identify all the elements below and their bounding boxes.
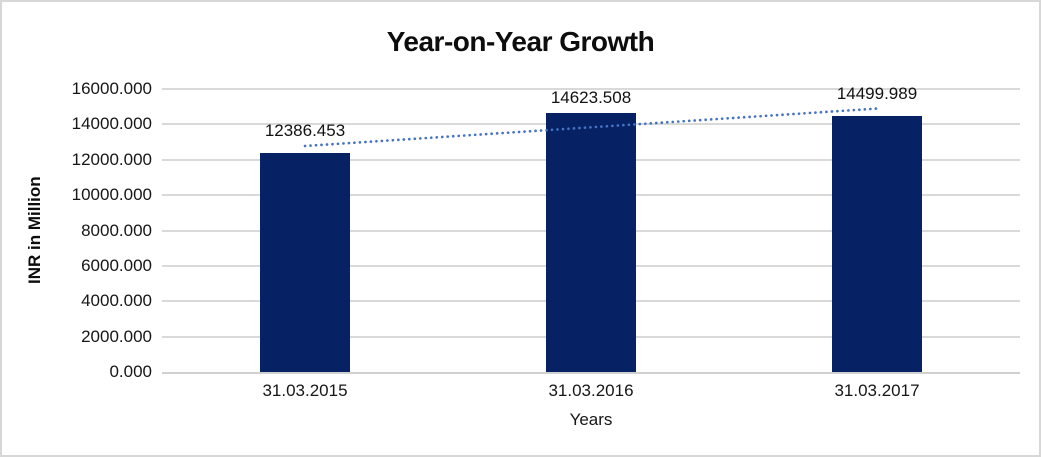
y-tick-label: 8000.000 [81, 220, 152, 240]
bar-value-label: 14623.508 [550, 88, 632, 108]
bar-value-label: 12386.453 [264, 120, 346, 140]
y-tick-label: 10000.000 [71, 185, 152, 205]
x-tick-label: 31.03.2017 [834, 381, 920, 400]
y-tick-label: 4000.000 [81, 291, 152, 311]
y-tick-label: 2000.000 [81, 326, 152, 346]
y-tick-label: 12000.000 [71, 149, 152, 169]
x-tick-label: 31.03.2016 [548, 381, 634, 400]
y-tick-label: 6000.000 [81, 255, 152, 275]
y-tick-label: 0.000 [109, 362, 152, 381]
bar [832, 115, 922, 372]
trendline [303, 107, 879, 148]
x-axis-title: Years [569, 410, 613, 429]
x-axis-line [162, 372, 1020, 374]
bar [260, 152, 350, 372]
gridline [162, 88, 1020, 90]
y-tick-label: 14000.000 [71, 114, 152, 134]
trendline-path [303, 107, 879, 148]
y-tick-label: 16000.000 [71, 79, 152, 98]
bar [546, 113, 636, 372]
chart-title: Year-on-Year Growth [386, 26, 655, 57]
x-tick-label: 31.03.2015 [262, 381, 348, 400]
plot-area [162, 88, 1020, 374]
bar-value-label: 14499.989 [836, 83, 918, 103]
